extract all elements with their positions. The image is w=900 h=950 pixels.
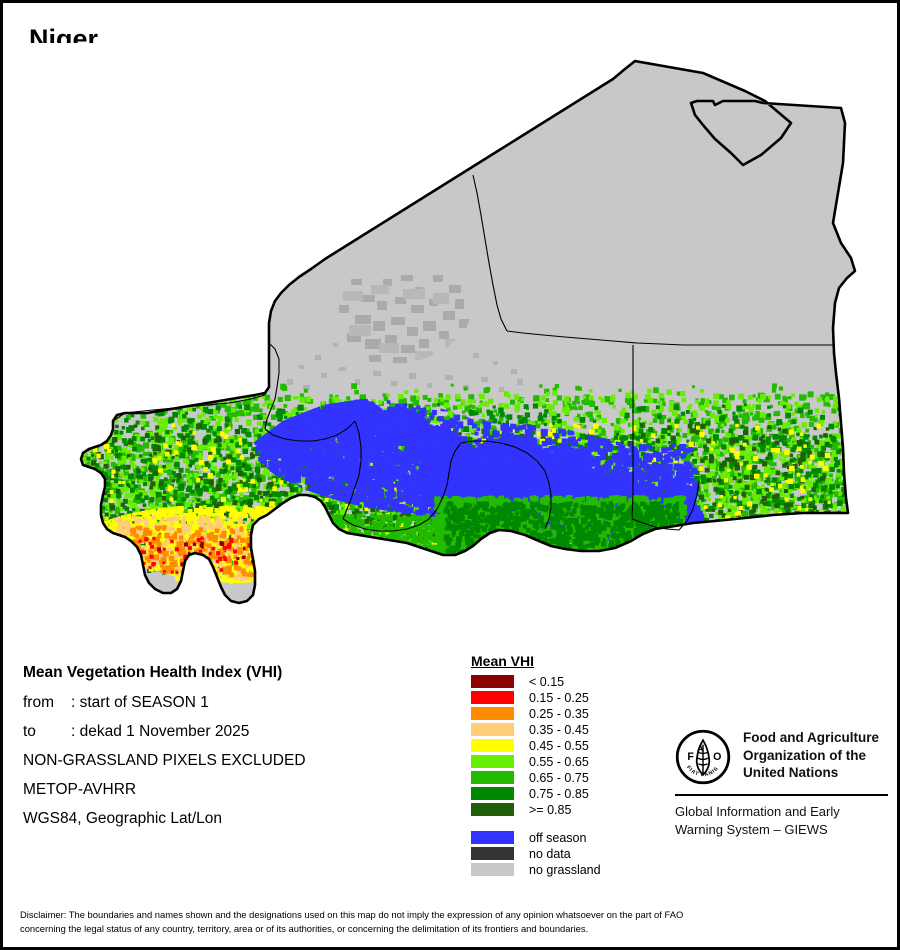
metadata-projection: WGS84, Geographic Lat/Lon — [23, 804, 453, 833]
legend-class-row: 0.25 - 0.35 — [471, 706, 651, 721]
legend-title: Mean VHI — [471, 653, 651, 669]
legend-class-swatch — [471, 691, 514, 704]
legend-class-label: 0.45 - 0.55 — [529, 739, 589, 753]
disclaimer-line2: concerning the legal status of any count… — [20, 922, 880, 936]
legend-class-swatch — [471, 739, 514, 752]
metadata-to-row: to: dekad 1 November 2025 — [23, 717, 453, 746]
legend-class-label: 0.15 - 0.25 — [529, 691, 589, 705]
metadata-sensor: METOP-AVHRR — [23, 775, 453, 804]
disclaimer-line1: Disclaimer: The boundaries and names sho… — [20, 908, 880, 922]
legend-extra-label: off season — [529, 831, 586, 845]
legend-class-swatch — [471, 787, 514, 800]
metadata-to-key: to — [23, 717, 71, 746]
metadata-from-value: : start of SEASON 1 — [71, 694, 209, 711]
legend-class-swatch — [471, 723, 514, 736]
disclaimer: Disclaimer: The boundaries and names sho… — [20, 908, 880, 936]
legend-class-label: 0.55 - 0.65 — [529, 755, 589, 769]
legend-extra-row: no grassland — [471, 862, 651, 877]
legend-class-swatch — [471, 707, 514, 720]
legend-class-list: < 0.15 0.15 - 0.25 0.25 - 0.35 0.35 - 0.45 0… — [471, 674, 651, 817]
legend-class-row: >= 0.85 — [471, 802, 651, 817]
giews-line1: Global Information and Early — [675, 803, 890, 821]
fao-giews-block: F A O FIAT PANIS Food and Agriculture Or… — [675, 729, 890, 838]
niger-map-svg — [3, 43, 897, 633]
legend-extra-list: off season no data no grassland — [471, 830, 651, 877]
legend-class-label: 0.25 - 0.35 — [529, 707, 589, 721]
legend-extra-label: no data — [529, 847, 571, 861]
metadata-from-row: from: start of SEASON 1 — [23, 688, 453, 717]
legend-class-row: < 0.15 — [471, 674, 651, 689]
fao-emblem-icon: F A O FIAT PANIS — [675, 729, 731, 785]
metadata-exclusion: NON-GRASSLAND PIXELS EXCLUDED — [23, 746, 453, 775]
legend-class-swatch — [471, 771, 514, 784]
fao-divider — [675, 794, 888, 796]
air-massif-shading — [339, 275, 470, 363]
legend-extra-swatch — [471, 863, 514, 876]
legend-extra-swatch — [471, 831, 514, 844]
legend-class-swatch — [471, 803, 514, 816]
legend-class-row: 0.45 - 0.55 — [471, 738, 651, 753]
legend-class-row: 0.35 - 0.45 — [471, 722, 651, 737]
legend-class-swatch — [471, 675, 514, 688]
metadata-from-key: from — [23, 688, 71, 717]
legend-class-label: >= 0.85 — [529, 803, 571, 817]
legend-class-label: < 0.15 — [529, 675, 564, 689]
legend-extra-row: off season — [471, 830, 651, 845]
giews-line2: Warning System – GIEWS — [675, 821, 890, 839]
map-canvas[interactable] — [3, 43, 897, 633]
legend-class-row: 0.65 - 0.75 — [471, 770, 651, 785]
legend-class-row: 0.15 - 0.25 — [471, 690, 651, 705]
fao-logo-row: F A O FIAT PANIS Food and Agriculture Or… — [675, 729, 890, 785]
legend-extra-label: no grassland — [529, 863, 601, 877]
map-metadata: Mean Vegetation Health Index (VHI) from:… — [23, 658, 453, 833]
legend: Mean VHI < 0.15 0.15 - 0.25 0.25 - 0.35 0.3… — [471, 653, 651, 878]
fao-org-line1: Food and Agriculture — [743, 729, 879, 747]
giews-name: Global Information and Early Warning Sys… — [675, 803, 890, 838]
fao-org-name: Food and Agriculture Organization of the… — [743, 729, 879, 782]
fao-org-line2: Organization of the — [743, 747, 879, 765]
legend-class-row: 0.75 - 0.85 — [471, 786, 651, 801]
fao-org-line3: United Nations — [743, 764, 879, 782]
legend-class-label: 0.65 - 0.75 — [529, 771, 589, 785]
metadata-to-value: : dekad 1 November 2025 — [71, 723, 249, 740]
legend-extra-row: no data — [471, 846, 651, 861]
metadata-title: Mean Vegetation Health Index (VHI) — [23, 658, 453, 688]
legend-class-row: 0.55 - 0.65 — [471, 754, 651, 769]
legend-class-label: 0.35 - 0.45 — [529, 723, 589, 737]
legend-extra-swatch — [471, 847, 514, 860]
legend-class-label: 0.75 - 0.85 — [529, 787, 589, 801]
country-border — [79, 59, 857, 605]
legend-class-swatch — [471, 755, 514, 768]
